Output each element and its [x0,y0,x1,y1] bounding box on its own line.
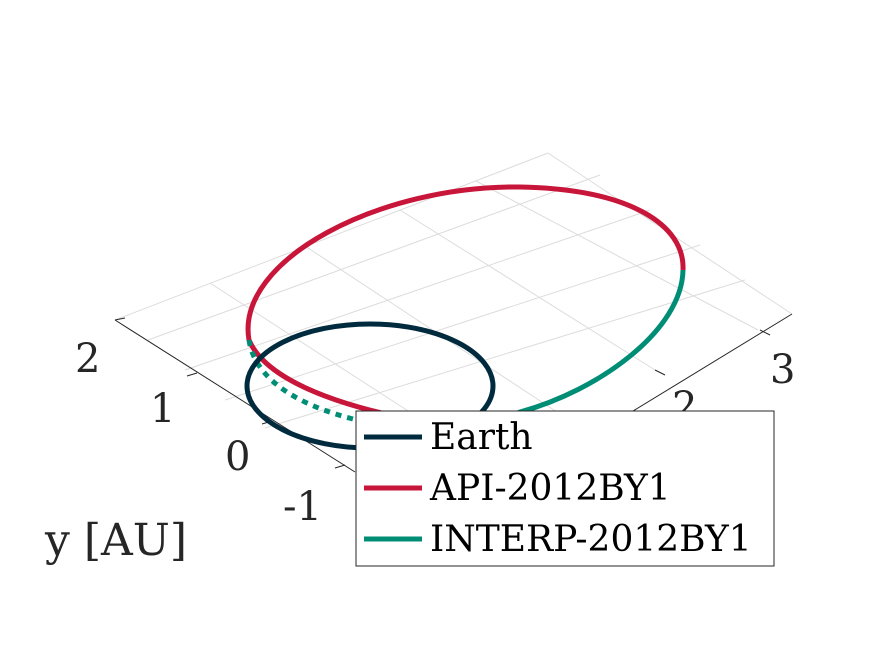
y-tick-label: 0 [225,434,250,480]
y-axis-line [114,319,356,473]
y-tick [114,317,126,321]
grid-line [184,209,651,371]
x-tick-label: 3 [770,347,795,393]
y-tick [186,372,198,377]
grid-line [475,180,759,331]
legend-label-earth: Earth [430,417,533,458]
series-interp-2012by1-line [499,269,686,423]
series-interp-2012by1-overlay [246,339,381,428]
y-tick-label: 1 [150,386,175,432]
legend-label-interp: INTERP-2012BY1 [430,519,752,560]
orbit-traces [244,184,686,451]
x-tick [654,369,666,376]
legend-box [355,410,775,567]
grid-line [147,174,601,341]
y-tick-label: 2 [75,336,100,382]
legend: Earth API-2012BY1 INTERP-2012BY1 [355,410,775,567]
grid-line [114,152,549,321]
series-api-2012by1-line [245,184,686,433]
grid-line [399,209,656,371]
grid-line [224,244,701,401]
y-tick [334,464,346,469]
x-tick [759,329,771,336]
y-axis-label: y [AU] [44,515,187,566]
legend-label-api: API-2012BY1 [429,468,671,509]
y-tick-label: -1 [283,484,322,530]
